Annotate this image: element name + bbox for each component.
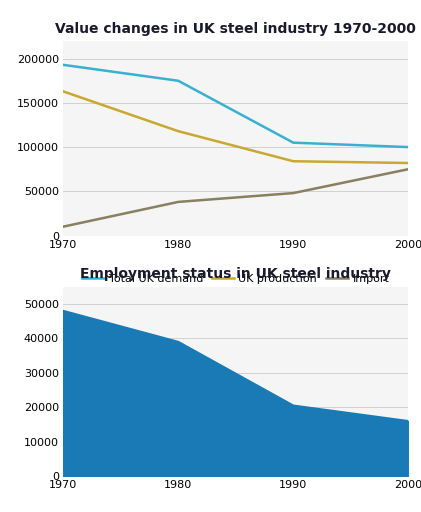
Title: Value changes in UK steel industry 1970-2000: Value changes in UK steel industry 1970-… bbox=[55, 22, 416, 36]
Legend: Total UK demand, UK production, Import: Total UK demand, UK production, Import bbox=[77, 269, 394, 288]
Title: Employment status in UK steel industry: Employment status in UK steel industry bbox=[80, 267, 391, 282]
